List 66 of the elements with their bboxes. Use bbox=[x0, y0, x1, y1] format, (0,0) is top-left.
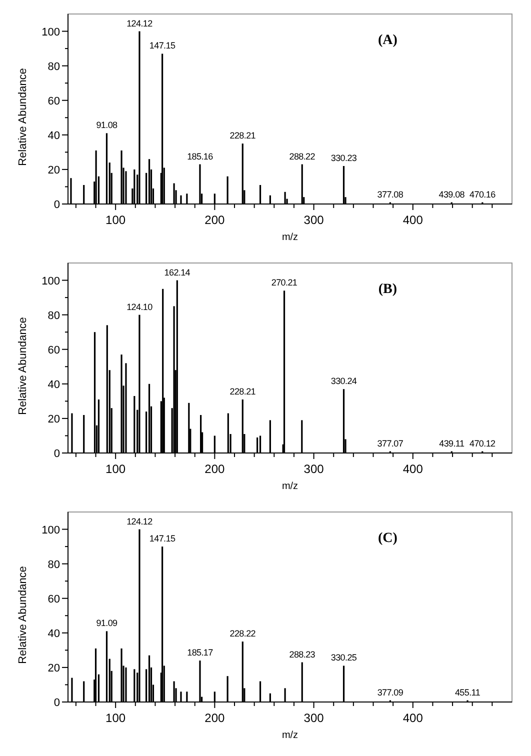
annotation: 439.08 bbox=[438, 189, 465, 200]
annotation: 439.11 bbox=[439, 438, 464, 448]
y-tick-label: 100 bbox=[42, 26, 60, 38]
text: (C) bbox=[378, 531, 398, 546]
annotation: 91.09 bbox=[96, 618, 118, 628]
annotation: 162.14 bbox=[164, 267, 190, 278]
y-axis-title: Relative Abundance bbox=[17, 566, 29, 664]
annotation: 377.08 bbox=[377, 189, 404, 200]
annotation: 288.23 bbox=[289, 649, 316, 660]
y-tick-label: 20 bbox=[48, 164, 60, 176]
x-axis-title: m/z bbox=[282, 232, 298, 243]
text: (B) bbox=[378, 282, 398, 297]
y-tick-label: 80 bbox=[48, 558, 60, 571]
x-tick-label: 300 bbox=[304, 462, 324, 476]
annotation: 330.23 bbox=[330, 153, 357, 163]
x-tick-label: 400 bbox=[402, 213, 424, 227]
x-axis-title: m/z bbox=[282, 481, 298, 492]
annotation: 91.08 bbox=[96, 120, 118, 130]
y-tick-label: 100 bbox=[42, 275, 60, 288]
y-axis-title: Relative Abundance bbox=[17, 317, 29, 415]
x-axis-title: m/z bbox=[282, 730, 298, 741]
annotation: 147.15 bbox=[149, 534, 176, 544]
x-tick-label: 200 bbox=[204, 462, 226, 476]
y-tick-label: 0 bbox=[54, 448, 60, 460]
y-tick-label: 40 bbox=[48, 378, 60, 391]
annotation: 470.12 bbox=[470, 438, 496, 448]
y-tick-label: 80 bbox=[48, 310, 60, 322]
annotation: 124.12 bbox=[126, 18, 153, 28]
x-tick-label: 100 bbox=[106, 462, 126, 476]
annotation: 228.21 bbox=[230, 130, 256, 141]
x-tick-label: 100 bbox=[106, 213, 126, 227]
annotation: 124.12 bbox=[126, 516, 153, 526]
annotation: 330.25 bbox=[330, 652, 357, 663]
x-tick-label: 300 bbox=[304, 213, 324, 227]
y-tick-label: 0 bbox=[54, 697, 60, 709]
annotation: 377.07 bbox=[377, 438, 404, 448]
x-tick-label: 200 bbox=[204, 711, 226, 725]
annotation: 228.22 bbox=[230, 628, 256, 639]
y-tick-label: 60 bbox=[48, 344, 60, 356]
y-axis-title: Relative Abundance bbox=[17, 68, 29, 166]
annotation: 185.16 bbox=[187, 151, 214, 162]
y-tick-label: 40 bbox=[48, 628, 60, 640]
annotation: 288.22 bbox=[289, 151, 316, 162]
y-tick-label: 20 bbox=[48, 413, 60, 426]
y-tick-label: 80 bbox=[48, 60, 60, 73]
x-tick-label: 200 bbox=[204, 213, 226, 227]
annotation: 124.10 bbox=[126, 302, 153, 312]
y-tick-label: 100 bbox=[42, 524, 60, 536]
x-tick-label: 400 bbox=[402, 462, 424, 476]
y-tick-label: 60 bbox=[48, 593, 60, 606]
x-tick-label: 100 bbox=[106, 711, 126, 725]
text: (A) bbox=[378, 33, 398, 48]
y-tick-label: 60 bbox=[48, 95, 60, 108]
y-tick-label: 40 bbox=[48, 130, 60, 142]
annotation: 185.17 bbox=[187, 648, 214, 658]
annotation: 470.16 bbox=[470, 189, 496, 200]
annotation: 228.21 bbox=[230, 386, 256, 396]
y-tick-label: 20 bbox=[48, 662, 60, 674]
annotation: 455.11 bbox=[454, 687, 480, 698]
y-tick-label: 0 bbox=[54, 199, 60, 211]
annotation: 377.09 bbox=[377, 687, 404, 698]
annotation: 147.15 bbox=[149, 40, 176, 51]
annotation: 270.21 bbox=[271, 278, 298, 288]
annotation: 330.24 bbox=[330, 376, 357, 386]
x-tick-label: 400 bbox=[402, 711, 424, 725]
x-tick-label: 300 bbox=[304, 711, 324, 725]
